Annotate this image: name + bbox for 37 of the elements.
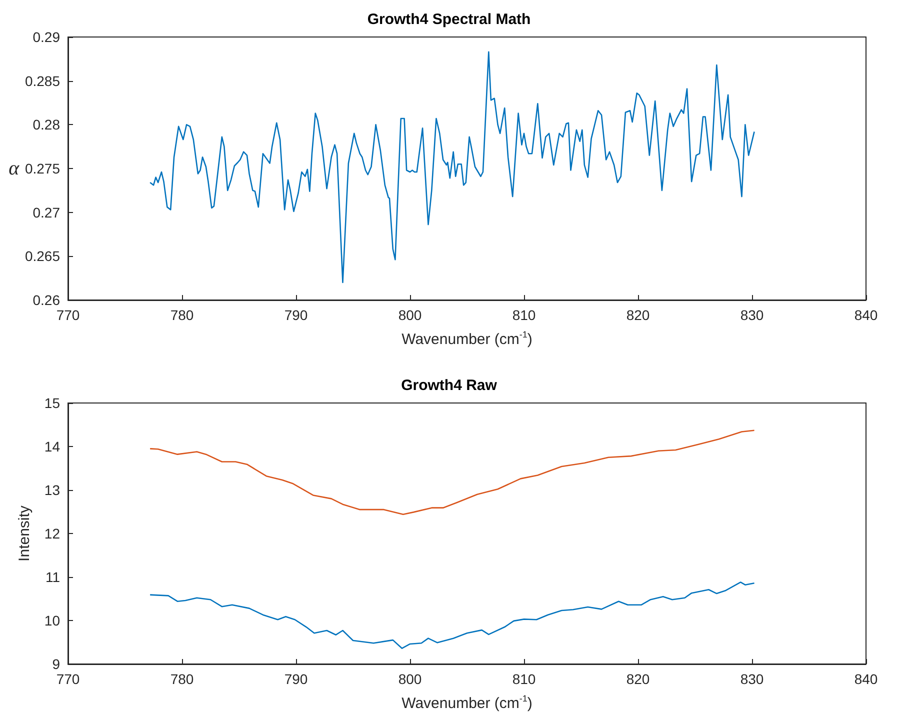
x-tick-label: 810	[512, 307, 536, 323]
x-tick-label: 810	[512, 671, 536, 687]
x-tick-label: 790	[284, 307, 308, 323]
x-tick-label: 800	[398, 307, 422, 323]
line-series	[149, 51, 755, 284]
x-tick-label: 830	[740, 671, 764, 687]
x-tick-label: 830	[740, 307, 764, 323]
y-tick-label: 0.275	[24, 160, 60, 176]
y-tick-label: 15	[44, 395, 60, 411]
y-tick-label: 0.265	[24, 248, 60, 264]
y-tick-label: 13	[44, 482, 60, 498]
y-tick-label: 11	[45, 569, 60, 585]
chart-title: Growth4 Raw	[401, 377, 498, 394]
x-tick-label: 840	[854, 307, 878, 323]
y-axis-title: Intensity	[16, 505, 33, 562]
y-tick-label: 0.28	[32, 116, 60, 133]
x-tick-label: 780	[170, 671, 194, 687]
x-tick-label: 770	[56, 671, 80, 687]
y-tick-label: 12	[44, 526, 60, 542]
chart-title: Growth4 Spectral Math	[367, 11, 531, 28]
x-tick-label: 820	[626, 671, 650, 687]
y-tick-label: 0.29	[32, 29, 60, 45]
line-series	[149, 430, 755, 516]
y-tick-label: 0.26	[32, 292, 60, 308]
y-tick-label: 9	[52, 656, 60, 672]
line-series	[149, 582, 755, 649]
x-tick-label: 820	[626, 307, 650, 323]
y-tick-label: 14	[44, 438, 60, 454]
x-tick-label: 790	[284, 671, 308, 687]
y-tick-label: 0.285	[24, 72, 60, 89]
x-tick-label: 780	[170, 307, 194, 323]
y-tick-label: 0.27	[32, 204, 60, 220]
x-tick-label: 800	[398, 671, 422, 687]
y-axis-title: α	[8, 158, 20, 180]
x-tick-label: 770	[56, 307, 80, 323]
y-tick-label: 10	[44, 612, 60, 628]
x-tick-label: 840	[854, 671, 878, 687]
